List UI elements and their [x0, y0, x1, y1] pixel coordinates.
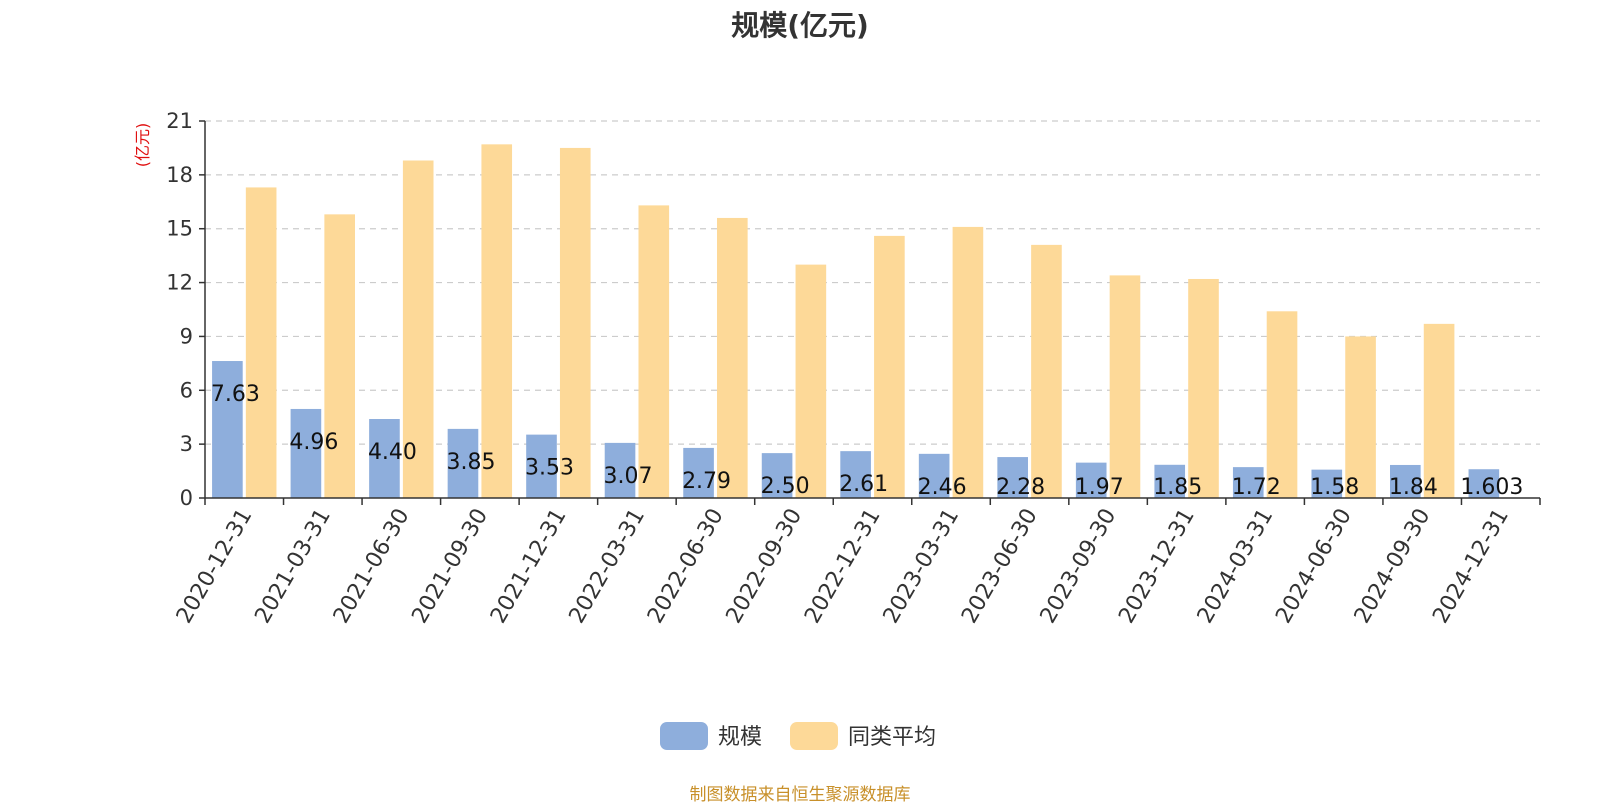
- legend-item-scale[interactable]: 规模: [660, 722, 762, 750]
- x-tick-label: 2020-12-31: [172, 505, 258, 628]
- x-tick-label: 2022-09-30: [722, 505, 808, 628]
- data-label: 1.72: [1232, 475, 1281, 500]
- bar-peer-average[interactable]: [717, 217, 748, 498]
- x-tick-label: 2021-09-30: [407, 505, 493, 628]
- x-tick-label: 2021-12-31: [486, 505, 572, 628]
- bar-peer-average[interactable]: [795, 264, 827, 498]
- data-label: 2.46: [918, 475, 967, 500]
- x-tick-label: 2024-12-31: [1428, 505, 1514, 628]
- bar-peer-average[interactable]: [245, 187, 277, 498]
- data-labels: 7.63 4.96 4.40 3.85 3.53 3.07 2.79 2.50 2.61 2.46…: [211, 382, 1523, 500]
- source-note: 制图数据来自恒生聚源数据库: [689, 785, 911, 805]
- bar-scale[interactable]: [1390, 464, 1421, 498]
- legend-item-peer-average[interactable]: 同类平均: [790, 722, 936, 750]
- bar-scale[interactable]: [604, 442, 636, 498]
- x-tick-label: 2021-06-30: [329, 505, 415, 628]
- bar-chart: 0 3 6 9 12 15 18 21 2020-12-312021-03-312021-06-…: [133, 109, 1541, 750]
- bar-peer-average[interactable]: [952, 226, 984, 498]
- x-tick-label: 2023-06-30: [957, 505, 1043, 628]
- bar-scale[interactable]: [918, 453, 950, 498]
- bar-peer-average[interactable]: [1423, 323, 1455, 498]
- bar-scale[interactable]: [212, 361, 243, 498]
- bar-scale[interactable]: [1154, 464, 1186, 498]
- bar-peer-average[interactable]: [1031, 244, 1062, 498]
- y-tick-label: 18: [166, 163, 193, 187]
- bar-peer-average[interactable]: [481, 144, 513, 499]
- bar-scale[interactable]: [1311, 469, 1343, 498]
- bars: [212, 144, 1500, 499]
- legend-label: 规模: [718, 725, 762, 750]
- x-tick-label: 2023-12-31: [1114, 505, 1200, 628]
- y-tick-label: 3: [180, 432, 193, 456]
- x-tick-label: 2024-06-30: [1271, 505, 1357, 628]
- x-tick-label: 2022-12-31: [800, 505, 886, 628]
- data-label: 2.50: [761, 474, 810, 499]
- legend-label: 同类平均: [848, 725, 936, 750]
- data-label: 1.84: [1389, 475, 1438, 500]
- bar-scale[interactable]: [526, 434, 557, 498]
- x-tick-label: 2024-03-31: [1193, 505, 1279, 628]
- legend-swatch: [660, 722, 708, 750]
- x-tick-label: 2023-09-30: [1036, 505, 1122, 628]
- x-tick-label: 2024-09-30: [1350, 505, 1436, 628]
- data-label: 3.85: [446, 450, 495, 475]
- data-label: 1.58: [1310, 475, 1359, 500]
- y-tick-label: 6: [180, 378, 193, 402]
- data-label: 1.603: [1460, 475, 1523, 500]
- bar-scale[interactable]: [683, 447, 714, 498]
- bar-peer-average[interactable]: [1266, 311, 1298, 498]
- data-label: 7.63: [211, 382, 260, 407]
- data-label: 2.79: [682, 469, 731, 494]
- bar-scale[interactable]: [290, 408, 322, 498]
- bar-scale[interactable]: [1075, 462, 1107, 498]
- bar-scale[interactable]: [369, 419, 400, 498]
- data-label: 1.97: [1075, 475, 1124, 500]
- bar-peer-average[interactable]: [638, 205, 670, 498]
- bar-scale[interactable]: [447, 428, 479, 498]
- axes: 0 3 6 9 12 15 18 21 2020-12-312021-03-312021-06-…: [166, 109, 1541, 628]
- x-tick-label: 2022-03-31: [565, 505, 651, 628]
- data-label: 1.85: [1153, 475, 1202, 500]
- bar-scale[interactable]: [1232, 467, 1264, 498]
- chart-title: 规模(亿元): [731, 9, 869, 42]
- bar-peer-average[interactable]: [1109, 275, 1141, 498]
- legend-swatch: [790, 722, 838, 750]
- bar-peer-average[interactable]: [1345, 336, 1376, 498]
- y-tick-label: 9: [180, 324, 193, 348]
- data-label: 3.07: [604, 464, 653, 489]
- bar-peer-average[interactable]: [559, 147, 591, 498]
- y-tick-label: 21: [166, 109, 193, 133]
- y-tick-label: 12: [166, 271, 193, 295]
- legend[interactable]: 规模 同类平均: [660, 722, 936, 750]
- data-label: 4.40: [368, 440, 417, 465]
- bar-scale[interactable]: [761, 453, 793, 498]
- data-label: 3.53: [525, 456, 574, 481]
- x-tick-label: 2021-03-31: [250, 505, 336, 628]
- data-label: 2.28: [996, 475, 1045, 500]
- y-axis-unit-label: (亿元): [133, 123, 152, 168]
- y-tick-label: 15: [166, 217, 193, 241]
- bar-peer-average[interactable]: [1188, 278, 1219, 498]
- bar-scale[interactable]: [840, 451, 871, 498]
- data-label: 2.61: [839, 472, 888, 497]
- bar-peer-average[interactable]: [324, 214, 355, 498]
- bar-scale[interactable]: [997, 457, 1028, 498]
- bar-peer-average[interactable]: [402, 160, 434, 498]
- bar-scale[interactable]: [1468, 469, 1500, 498]
- y-tick-label: 0: [180, 486, 193, 510]
- data-label: 4.96: [289, 430, 338, 455]
- bar-peer-average[interactable]: [874, 235, 905, 498]
- x-tick-label: 2022-06-30: [643, 505, 729, 628]
- x-tick-label: 2023-03-31: [879, 505, 965, 628]
